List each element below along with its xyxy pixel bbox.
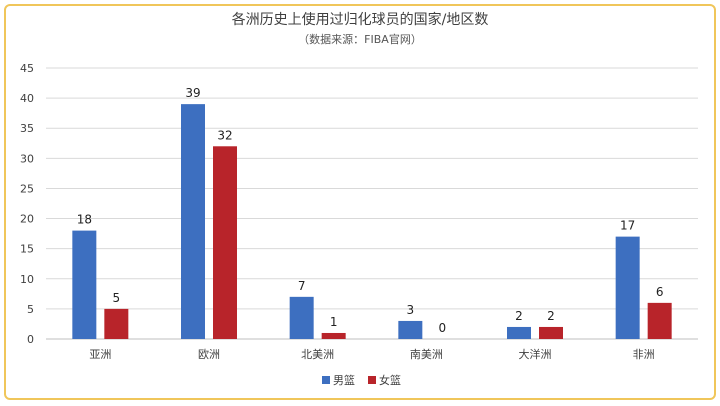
- x-category-label: 北美洲: [301, 348, 334, 361]
- legend-label: 女篮: [379, 373, 401, 387]
- bar: [104, 308, 129, 339]
- data-label: 5: [113, 291, 121, 305]
- y-tick-label: 0: [27, 333, 34, 346]
- x-category-label: 欧洲: [198, 348, 220, 361]
- y-tick-label: 35: [20, 122, 34, 135]
- data-label: 39: [185, 86, 200, 100]
- data-label: 7: [298, 279, 306, 293]
- bar: [72, 230, 97, 339]
- x-category-label: 非洲: [633, 348, 655, 361]
- y-tick-label: 30: [20, 152, 34, 165]
- bar: [181, 104, 205, 339]
- y-tick-label: 5: [27, 303, 34, 316]
- bar: [539, 326, 563, 339]
- bar: [615, 236, 640, 339]
- gridlines: [46, 67, 698, 340]
- bars: [72, 104, 672, 339]
- data-label: 3: [407, 303, 415, 317]
- y-tick-label: 20: [20, 213, 34, 226]
- data-label: 17: [620, 219, 635, 233]
- data-label: 6: [656, 285, 664, 299]
- legend-label: 男篮: [333, 373, 355, 387]
- y-tick-label: 40: [20, 92, 34, 105]
- data-label: 18: [77, 213, 92, 227]
- bar: [213, 146, 237, 339]
- data-labels: 18 5 39 32 7 1 3 0 2 2 17 6: [77, 86, 664, 335]
- y-tick-label: 10: [20, 273, 34, 286]
- data-label: 2: [547, 309, 555, 323]
- x-axis-categories: 亚洲 欧洲 北美洲 南美洲 大洋洲 非洲: [89, 347, 654, 361]
- y-tick-label: 25: [20, 182, 34, 195]
- y-axis-ticks: 0 5 10 15 20 25 30 35 40 45: [20, 62, 34, 346]
- x-category-label: 南美洲: [410, 348, 443, 361]
- bar: [647, 302, 672, 339]
- data-label: 32: [217, 128, 232, 142]
- data-label: 0: [439, 321, 447, 335]
- legend-swatch: [368, 376, 376, 384]
- bar: [321, 332, 346, 339]
- x-category-label: 亚洲: [89, 348, 111, 361]
- bar: [398, 320, 423, 339]
- legend-swatch: [322, 376, 330, 384]
- data-label: 2: [515, 309, 523, 323]
- y-tick-label: 45: [20, 62, 34, 75]
- legend: 男篮 女篮: [322, 373, 401, 387]
- bar: [507, 326, 531, 339]
- chart-subtitle: （数据来源：FIBA官网）: [298, 32, 422, 46]
- x-category-label: 大洋洲: [519, 347, 552, 361]
- data-label: 1: [330, 315, 338, 329]
- chart-title: 各洲历史上使用过归化球员的国家/地区数: [232, 11, 489, 28]
- bar: [289, 296, 314, 339]
- y-tick-label: 15: [20, 243, 34, 256]
